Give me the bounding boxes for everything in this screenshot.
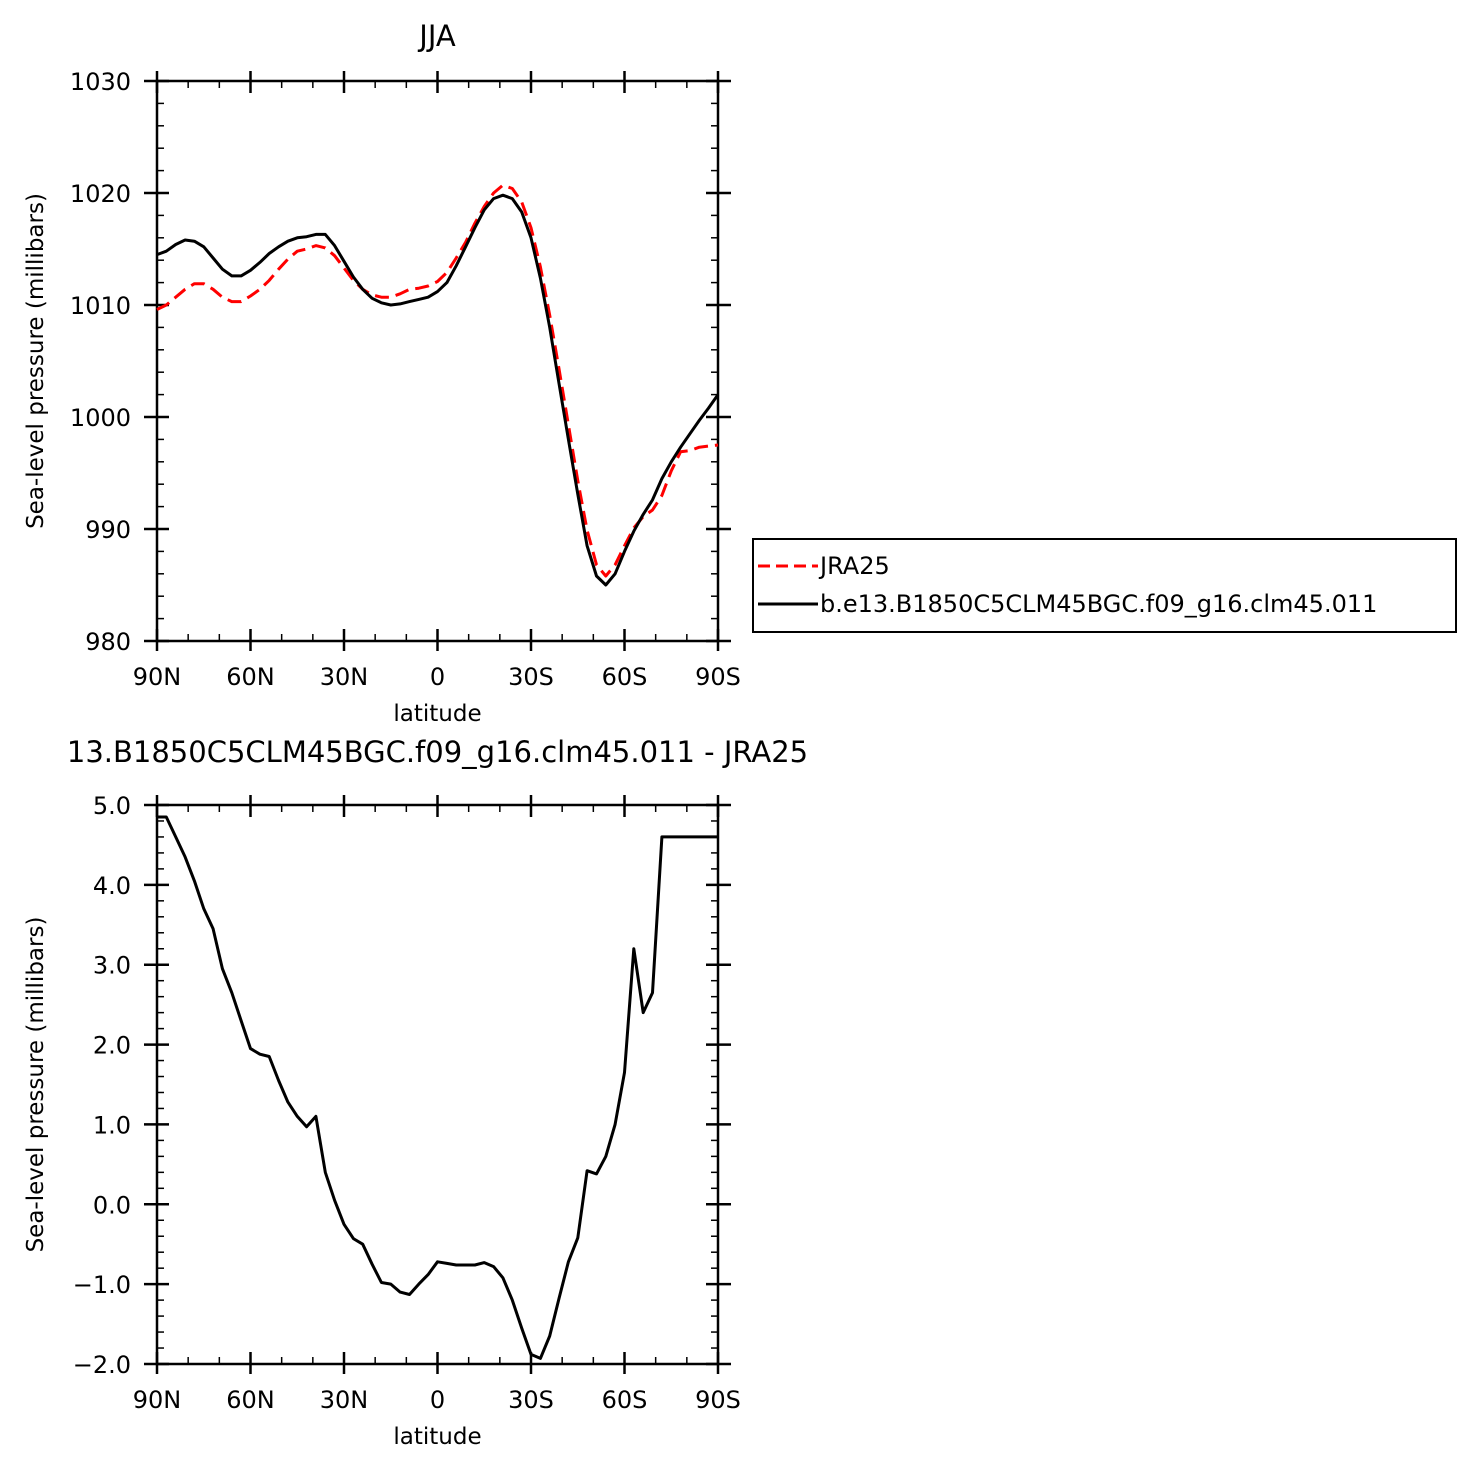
x-tick-label: 90S	[695, 663, 741, 691]
x-tick-label: 60N	[226, 663, 275, 691]
legend-entry-0: JRA25	[818, 552, 890, 580]
plot-frame	[155, 803, 720, 1366]
series-line-1	[156, 193, 720, 587]
x-tick-label: 60S	[602, 663, 648, 691]
y-axis-label: Sea-level pressure (millibars)	[23, 917, 49, 1253]
y-tick-label: 1020	[70, 180, 131, 208]
series-line-0	[156, 183, 719, 578]
top-panel: 90N 60N 30N 0 30S 60S 90S 980 990 1000 1010 1020 103…	[23, 19, 741, 727]
x-tick-label: 90N	[133, 1386, 182, 1414]
x-tick-label: 60S	[602, 1386, 648, 1414]
x-tick-label: 0	[430, 1386, 445, 1414]
legend-entry-1: b.e13.B1850C5CLM45BGC.f09_g16.clm45.011	[820, 590, 1377, 618]
y-tick-label: 5.0	[93, 792, 131, 820]
y-tick-label: 990	[85, 516, 131, 544]
chart-title: 13.B1850C5CLM45BGC.f09_g16.clm45.011 - J…	[67, 735, 808, 769]
plot-frame	[155, 79, 720, 643]
bottom-panel: 90N 60N 30N 0 30S 60S 90S −2.0 −1.0 0.0 1.0 2.0 3.0 4…	[23, 735, 808, 1450]
x-tick-label: 30N	[320, 663, 369, 691]
y-axis-label: Sea-level pressure (millibars)	[23, 193, 49, 529]
y-tick-label: −1.0	[73, 1271, 131, 1299]
y-tick-label: 1010	[70, 292, 131, 320]
x-tick-label: 30N	[320, 1386, 369, 1414]
series-line-0	[157, 815, 718, 1360]
y-tick-label: 3.0	[93, 952, 131, 980]
y-tick-label: 0.0	[93, 1191, 131, 1219]
chart-title: JJA	[417, 19, 456, 53]
y-tick-label: 4.0	[93, 872, 131, 900]
y-tick-label: −2.0	[73, 1351, 131, 1379]
x-tick-label: 90S	[695, 1386, 741, 1414]
y-tick-label: 980	[85, 628, 131, 656]
x-tick-label: 30S	[508, 1386, 554, 1414]
y-tick-label: 1030	[70, 68, 131, 96]
x-tick-label: 60N	[226, 1386, 275, 1414]
y-tick-label: 1000	[70, 404, 131, 432]
legend: JRA25 b.e13.B1850C5CLM45BGC.f09_g16.clm45…	[752, 538, 1457, 633]
x-tick-label: 90N	[133, 663, 182, 691]
x-axis-label: latitude	[393, 701, 481, 727]
x-tick-label: 0	[430, 663, 445, 691]
x-axis-label: latitude	[393, 1424, 481, 1450]
legend-box	[752, 538, 1457, 633]
y-tick-label: 2.0	[93, 1032, 131, 1060]
x-tick-label: 30S	[508, 663, 554, 691]
y-tick-label: 1.0	[93, 1111, 131, 1139]
